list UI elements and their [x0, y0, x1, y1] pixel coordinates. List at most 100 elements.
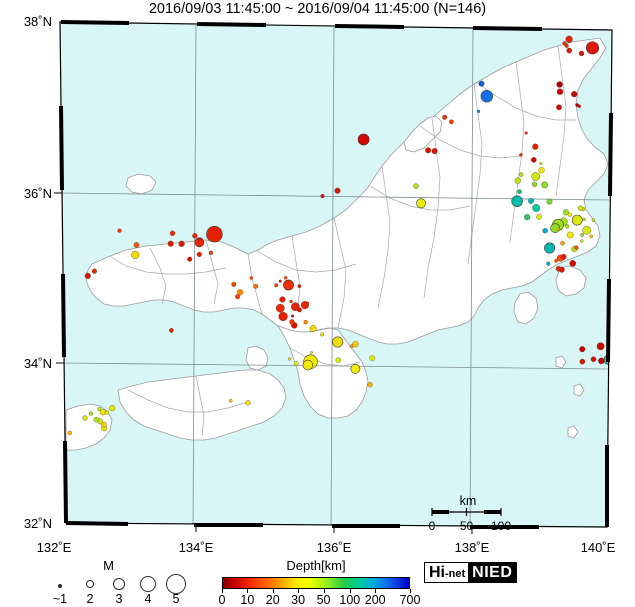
hypocenter-marker[interactable]: [303, 319, 308, 325]
hypocenter-marker[interactable]: [565, 35, 573, 43]
hypocenter-marker[interactable]: [442, 114, 448, 120]
hypocenter-marker[interactable]: [236, 289, 244, 296]
hypocenter-marker[interactable]: [93, 416, 100, 423]
hypocenter-marker[interactable]: [350, 363, 361, 374]
hypocenter-marker[interactable]: [228, 398, 233, 403]
hypocenter-marker[interactable]: [194, 237, 205, 248]
hypocenter-marker[interactable]: [245, 400, 251, 406]
hypocenter-marker[interactable]: [133, 242, 140, 248]
hypocenter-marker[interactable]: [208, 250, 214, 255]
hypocenter-marker[interactable]: [476, 109, 481, 114]
hypocenter-marker[interactable]: [577, 205, 584, 211]
hypocenter-marker[interactable]: [369, 355, 376, 361]
hypocenter-marker[interactable]: [578, 50, 585, 57]
hypocenter-marker[interactable]: [555, 265, 562, 272]
hypocenter-marker[interactable]: [528, 197, 534, 204]
hypocenter-marker[interactable]: [541, 181, 548, 189]
hypocenter-marker[interactable]: [556, 88, 564, 95]
hypocenter-marker[interactable]: [309, 325, 317, 332]
hypocenter-marker[interactable]: [531, 157, 537, 163]
hypocenter-marker[interactable]: [104, 410, 109, 415]
hypocenter-marker[interactable]: [517, 189, 522, 195]
hypocenter-marker[interactable]: [291, 302, 300, 311]
hypocenter-marker[interactable]: [231, 281, 237, 287]
hypocenter-marker[interactable]: [536, 214, 542, 220]
hypocenter-marker[interactable]: [192, 233, 198, 239]
hypocenter-marker[interactable]: [431, 148, 438, 155]
hypocenter-marker[interactable]: [564, 224, 570, 229]
hypocenter-marker[interactable]: [582, 225, 592, 235]
hypocenter-marker[interactable]: [560, 253, 567, 260]
hypocenter-marker[interactable]: [566, 231, 574, 239]
hypocenter-marker[interactable]: [449, 119, 454, 125]
hypocenter-marker[interactable]: [283, 276, 288, 280]
hypocenter-marker[interactable]: [539, 162, 543, 166]
hypocenter-marker[interactable]: [580, 233, 585, 237]
hypocenter-marker[interactable]: [289, 299, 293, 304]
hypocenter-marker[interactable]: [542, 228, 548, 234]
hypocenter-marker[interactable]: [320, 194, 325, 199]
hypocenter-marker[interactable]: [206, 226, 223, 243]
hypocenter-marker[interactable]: [288, 357, 292, 361]
hypocenter-marker[interactable]: [577, 104, 581, 108]
hypocenter-marker[interactable]: [278, 279, 282, 283]
hypocenter-marker[interactable]: [416, 198, 426, 209]
hypocenter-marker[interactable]: [589, 234, 593, 239]
map-svg[interactable]: km 0 50 100: [0, 18, 635, 538]
hypocenter-marker[interactable]: [196, 251, 202, 257]
hypocenter-marker[interactable]: [480, 89, 493, 103]
hypocenter-marker[interactable]: [206, 230, 210, 234]
hypocenter-marker[interactable]: [117, 228, 122, 233]
hypocenter-marker[interactable]: [524, 214, 531, 221]
hypocenter-layer[interactable]: [67, 22, 617, 436]
hypocenter-marker[interactable]: [290, 314, 295, 318]
hypocenter-marker[interactable]: [590, 356, 597, 362]
hypocenter-marker[interactable]: [579, 346, 586, 353]
hypocenter-marker[interactable]: [569, 260, 576, 267]
hypocenter-marker[interactable]: [169, 230, 176, 236]
hypocenter-marker[interactable]: [531, 172, 541, 181]
hypocenter-marker[interactable]: [585, 41, 599, 55]
hypocenter-marker[interactable]: [571, 214, 583, 226]
hypocenter-marker[interactable]: [352, 340, 359, 348]
hypocenter-marker[interactable]: [302, 359, 313, 371]
hypocenter-marker[interactable]: [320, 332, 325, 337]
hypocenter-marker[interactable]: [580, 239, 584, 243]
hypocenter-marker[interactable]: [567, 212, 573, 217]
hypocenter-marker[interactable]: [548, 242, 552, 246]
hypocenter-marker[interactable]: [571, 91, 578, 98]
hypocenter-marker[interactable]: [518, 172, 524, 177]
hypocenter-marker[interactable]: [554, 258, 558, 263]
hypocenter-marker[interactable]: [614, 354, 617, 357]
hypocenter-marker[interactable]: [178, 240, 185, 247]
hypocenter-marker[interactable]: [249, 276, 254, 280]
hypocenter-marker[interactable]: [556, 81, 563, 88]
hypocenter-marker[interactable]: [577, 22, 583, 27]
hypocenter-marker[interactable]: [591, 218, 596, 223]
hypocenter-marker[interactable]: [514, 177, 522, 184]
hypocenter-marker[interactable]: [598, 357, 605, 365]
hypocenter-marker[interactable]: [100, 421, 107, 428]
hypocenter-marker[interactable]: [278, 311, 288, 322]
hypocenter-marker[interactable]: [67, 430, 72, 436]
hypocenter-marker[interactable]: [546, 198, 553, 205]
hypocenter-marker[interactable]: [274, 283, 279, 288]
hypocenter-marker[interactable]: [582, 217, 586, 222]
hypocenter-marker[interactable]: [289, 319, 295, 325]
hypocenter-marker[interactable]: [425, 147, 432, 154]
hypocenter-marker[interactable]: [357, 133, 370, 146]
hypocenter-marker[interactable]: [524, 131, 528, 135]
hypocenter-marker[interactable]: [532, 204, 541, 212]
hypocenter-marker[interactable]: [562, 209, 569, 216]
hypocenter-marker[interactable]: [279, 296, 286, 303]
hypocenter-marker[interactable]: [579, 358, 586, 365]
hypocenter-marker[interactable]: [511, 195, 523, 207]
hypocenter-marker[interactable]: [97, 407, 102, 412]
hypocenter-marker[interactable]: [574, 245, 579, 250]
hypocenter-marker[interactable]: [253, 283, 259, 289]
hypocenter-marker[interactable]: [293, 361, 299, 366]
hypocenter-marker[interactable]: [197, 237, 201, 241]
hypocenter-marker[interactable]: [546, 261, 551, 266]
hypocenter-marker[interactable]: [169, 328, 174, 333]
hypocenter-marker[interactable]: [532, 143, 539, 150]
